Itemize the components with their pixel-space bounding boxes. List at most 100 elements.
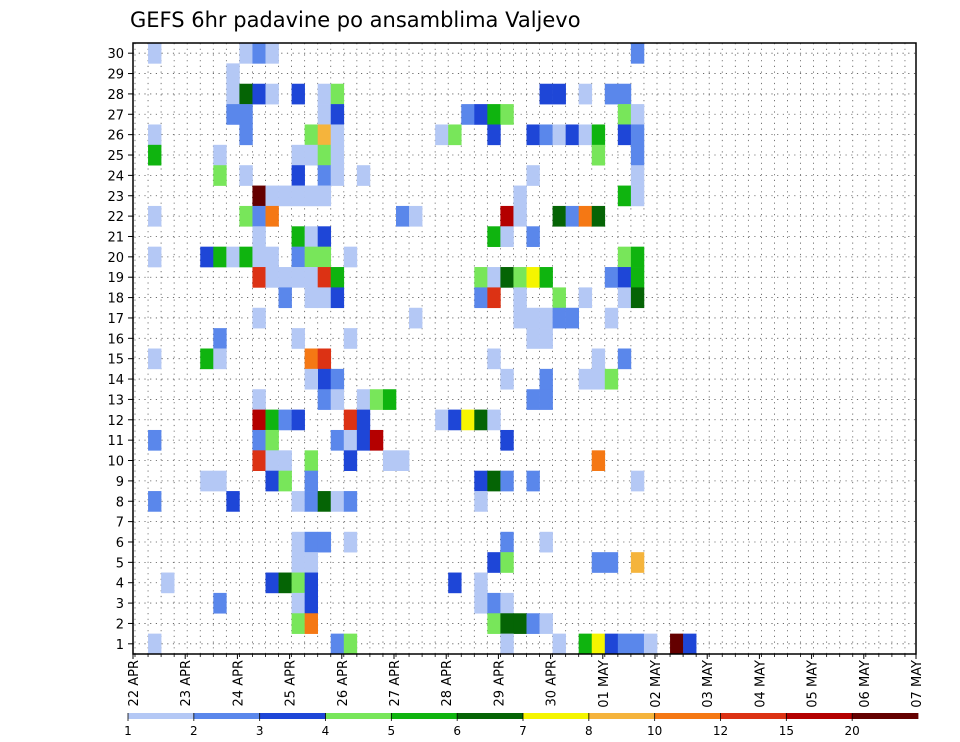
heatmap-cell — [148, 246, 162, 268]
heatmap-cell — [526, 307, 540, 329]
legend-label: 5 — [388, 724, 396, 738]
x-tick-label: 06 MAY — [858, 660, 873, 708]
x-tick-label: 28 APR — [440, 660, 455, 706]
heatmap-cell — [630, 104, 645, 125]
heatmap-cell — [552, 307, 566, 329]
heatmap-cell — [265, 450, 279, 471]
heatmap-cell — [278, 470, 292, 492]
heatmap-cell — [330, 124, 345, 146]
heatmap-cell — [213, 328, 227, 349]
y-tick-label: 21 — [107, 230, 124, 245]
heatmap-cell — [604, 552, 619, 573]
heatmap-cell — [148, 205, 162, 227]
heatmap-cell — [487, 409, 501, 431]
y-tick-label: 20 — [107, 251, 124, 266]
heatmap-cell — [604, 633, 619, 655]
legend-swatch — [128, 713, 195, 719]
legend-swatch — [259, 713, 326, 719]
heatmap-cell — [330, 368, 345, 390]
heatmap-cell — [487, 124, 501, 146]
heatmap-cell — [317, 246, 332, 268]
heatmap-cell — [565, 124, 579, 146]
heatmap-cell — [356, 389, 371, 410]
heatmap-cell — [500, 104, 514, 125]
heatmap-cell — [213, 470, 227, 492]
y-tick-label: 9 — [116, 475, 124, 490]
heatmap-cell — [317, 165, 332, 186]
heatmap-cell — [591, 205, 606, 227]
heatmap-cell — [343, 633, 358, 655]
heatmap-cell — [291, 572, 305, 594]
heatmap-cell — [565, 205, 579, 227]
y-tick-label: 5 — [116, 556, 124, 571]
heatmap-cell — [317, 226, 332, 247]
heatmap-cell — [239, 165, 253, 186]
heatmap-cell — [265, 429, 279, 451]
heatmap-cell — [148, 43, 162, 64]
heatmap-cell — [304, 226, 318, 247]
heatmap-cell — [252, 409, 266, 431]
heatmap-cell — [317, 83, 332, 105]
legend-label: 7 — [519, 724, 527, 738]
heatmap-cell — [265, 470, 279, 492]
heatmap-cell — [591, 368, 606, 390]
heatmap-cell — [356, 165, 371, 186]
heatmap-cell — [213, 144, 227, 166]
heatmap-cell — [409, 205, 423, 227]
heatmap-cell — [265, 267, 279, 288]
heatmap-cell — [604, 307, 619, 329]
x-tick-label: 03 MAY — [701, 660, 716, 708]
y-tick-label: 7 — [116, 516, 124, 531]
heatmap-cell — [500, 592, 514, 614]
legend-label: 6 — [453, 724, 461, 738]
y-tick-label: 1 — [116, 638, 124, 653]
heatmap-cell — [304, 613, 318, 634]
heatmap-cell — [591, 124, 606, 146]
heatmap-cell — [526, 124, 540, 146]
heatmap-cell — [474, 287, 488, 309]
heatmap-cell — [304, 246, 318, 268]
heatmap-cell — [148, 429, 162, 451]
heatmap-cell — [578, 368, 593, 390]
y-tick-label: 28 — [107, 88, 124, 103]
legend-swatch — [523, 713, 590, 719]
heatmap-cell — [226, 491, 240, 512]
heatmap-cell — [487, 592, 501, 614]
heatmap-cell — [578, 83, 593, 105]
legend-swatch — [457, 713, 524, 719]
heatmap-cell — [317, 267, 332, 288]
heatmap-cell — [578, 633, 593, 655]
heatmap-cell — [317, 185, 332, 207]
x-tick-label: 22 APR — [127, 660, 142, 706]
y-tick-label: 15 — [107, 353, 124, 368]
x-tick-label: 30 APR — [545, 660, 560, 706]
heatmap-cell — [500, 429, 514, 451]
heatmap-cell — [148, 124, 162, 146]
heatmap-cell — [670, 633, 684, 655]
heatmap-cell — [500, 368, 514, 390]
heatmap-cell — [500, 470, 514, 492]
heatmap-cell — [617, 104, 632, 125]
heatmap-cell — [265, 185, 279, 207]
heatmap-cell — [526, 267, 540, 288]
heatmap-cell — [630, 633, 645, 655]
heatmap-cell — [604, 267, 619, 288]
heatmap-cell — [630, 246, 645, 268]
axis-ticks — [128, 52, 917, 659]
legend-swatch — [654, 713, 721, 719]
heatmap-cell — [552, 287, 566, 309]
heatmap-cell — [148, 633, 162, 655]
heatmap-cell — [239, 83, 253, 105]
heatmap-cell — [617, 83, 632, 105]
heatmap-cell — [382, 389, 397, 410]
heatmap-cell — [513, 287, 527, 309]
heatmap-cell — [487, 267, 501, 288]
heatmap-cell — [343, 409, 358, 431]
heatmap-cell — [396, 450, 410, 471]
y-tick-label: 22 — [107, 210, 124, 225]
heatmap-cell — [330, 104, 345, 125]
y-tick-label: 8 — [116, 495, 124, 510]
heatmap-cell — [396, 205, 410, 227]
heatmap-cell — [330, 633, 345, 655]
heatmap-cell — [369, 389, 384, 410]
